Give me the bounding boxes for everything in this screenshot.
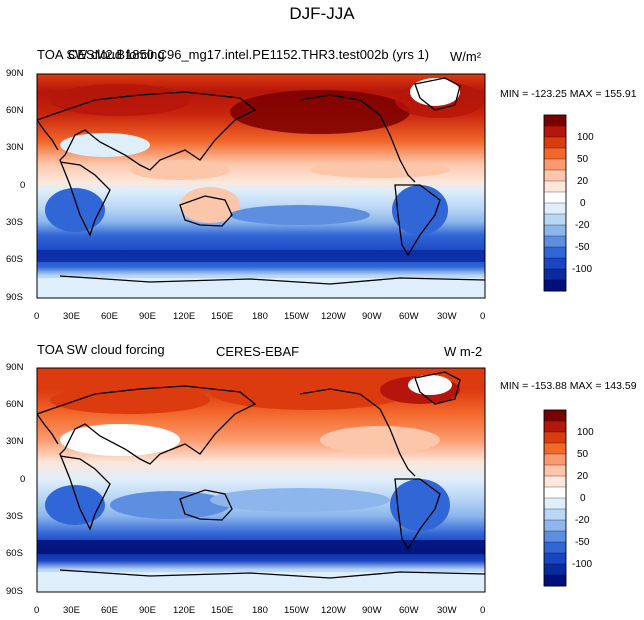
colorbar-swatch bbox=[543, 464, 567, 477]
p1-lat-60s: 60S bbox=[6, 254, 23, 265]
colorbar-swatch bbox=[543, 519, 567, 532]
p2-cb-label-n50: -50 bbox=[575, 537, 590, 548]
p1-cb-label-0: 0 bbox=[580, 198, 586, 209]
p1-lat-60n: 60N bbox=[6, 105, 24, 116]
p2-lat-30n: 30N bbox=[6, 436, 24, 447]
figure-title: DJF-JJA bbox=[289, 4, 355, 23]
colorbar-swatch bbox=[543, 431, 567, 444]
p2-lon-150w: 150W bbox=[284, 605, 309, 616]
panel1-units: W/m² bbox=[450, 49, 482, 64]
colorbar-swatch bbox=[543, 475, 567, 488]
p1-lon-90w: 90W bbox=[362, 311, 382, 322]
p2-lon-0-end: 0 bbox=[480, 605, 486, 616]
p2-lat-60s: 60S bbox=[6, 548, 23, 559]
p1-lon-120e: 120E bbox=[173, 311, 196, 322]
p1-cb-label-n50: -50 bbox=[575, 242, 590, 253]
p2-lon-120w: 120W bbox=[321, 605, 346, 616]
colorbar-swatch bbox=[543, 530, 567, 543]
panel1-colorbar-swatches bbox=[543, 114, 567, 292]
panel2-min-max: MIN = -153.88 MAX = 143.59 bbox=[500, 380, 637, 392]
panel1-min-max: MIN = -123.25 MAX = 155.91 bbox=[500, 88, 637, 100]
p2-lat-90s: 90S bbox=[6, 586, 23, 597]
p1-lat-90n: 90N bbox=[6, 68, 24, 79]
panel1-center-title: CESM2.B1850.C96_mg17.intel.PE1152.THR3.t… bbox=[68, 47, 430, 62]
p2-lat-30s: 30S bbox=[6, 511, 23, 522]
p2-lon-60w: 60W bbox=[399, 605, 419, 616]
p2-lat-eq: 0 bbox=[20, 474, 26, 485]
panel2-colorbar bbox=[543, 409, 567, 587]
panel2-center-title: CERES-EBAF bbox=[216, 344, 300, 359]
panel2-field bbox=[37, 368, 485, 592]
panel1-coastlines bbox=[37, 77, 485, 285]
p2-cb-label-20: 20 bbox=[577, 471, 589, 482]
p2-cb-label-100: 100 bbox=[577, 427, 594, 438]
p2-cb-label-n100: -100 bbox=[572, 559, 593, 570]
panel2-left-title: TOA SW cloud forcing bbox=[37, 342, 165, 357]
p1-lon-0: 0 bbox=[34, 311, 40, 322]
p1-lon-60e: 60E bbox=[101, 311, 118, 322]
p2-lon-30w: 30W bbox=[437, 605, 457, 616]
p2-lon-0: 0 bbox=[34, 605, 40, 616]
p1-lon-180: 180 bbox=[252, 311, 268, 322]
p2-lon-90w: 90W bbox=[362, 605, 382, 616]
p1-lon-120w: 120W bbox=[321, 311, 346, 322]
colorbar-swatch bbox=[543, 563, 567, 576]
p2-lon-60e: 60E bbox=[101, 605, 118, 616]
p2-cb-label-50: 50 bbox=[577, 449, 589, 460]
p1-lon-150w: 150W bbox=[284, 311, 309, 322]
p1-cb-label-n20: -20 bbox=[575, 220, 590, 231]
p1-lon-0-end: 0 bbox=[480, 311, 486, 322]
colorbar-swatch bbox=[543, 486, 567, 499]
p1-lon-90e: 90E bbox=[139, 311, 156, 322]
p2-lon-180: 180 bbox=[252, 605, 268, 616]
colorbar-swatch bbox=[543, 497, 567, 510]
p2-cb-label-n20: -20 bbox=[575, 515, 590, 526]
p1-cb-label-100: 100 bbox=[577, 132, 594, 143]
p1-lon-150e: 150E bbox=[211, 311, 234, 322]
colorbar-swatch bbox=[543, 508, 567, 521]
colorbar-swatch bbox=[543, 409, 567, 422]
colorbar-swatch bbox=[543, 442, 567, 455]
colorbar-swatch bbox=[543, 541, 567, 554]
panel2-coastlines bbox=[37, 371, 485, 579]
colorbar-swatch bbox=[543, 552, 567, 565]
panel1-field bbox=[37, 74, 485, 298]
panel2-units: W m-2 bbox=[444, 344, 483, 359]
colorbar-swatch bbox=[543, 453, 567, 466]
colorbar-swatch bbox=[543, 574, 567, 587]
p1-cb-label-n100: -100 bbox=[572, 264, 593, 275]
panel1-colorbar bbox=[543, 114, 567, 292]
p2-cb-label-0: 0 bbox=[580, 493, 586, 504]
p2-lon-90e: 90E bbox=[139, 605, 156, 616]
p1-lon-30e: 30E bbox=[63, 311, 80, 322]
p1-lat-30n: 30N bbox=[6, 142, 24, 153]
p1-lon-60w: 60W bbox=[399, 311, 419, 322]
p1-lat-90s: 90S bbox=[6, 292, 23, 303]
p1-cb-label-50: 50 bbox=[577, 154, 589, 165]
p2-lon-150e: 150E bbox=[211, 605, 234, 616]
p2-lat-60n: 60N bbox=[6, 399, 24, 410]
p1-cb-label-20: 20 bbox=[577, 176, 589, 187]
p1-lat-eq: 0 bbox=[20, 180, 26, 191]
panel1-left-title: TOA SW cloud forcing bbox=[37, 47, 165, 62]
p2-lat-90n: 90N bbox=[6, 362, 24, 373]
colorbar-swatch bbox=[543, 420, 567, 433]
p1-lon-30w: 30W bbox=[437, 311, 457, 322]
p2-lon-120e: 120E bbox=[173, 605, 196, 616]
panel2-colorbar-swatches bbox=[543, 409, 567, 587]
p1-lat-30s: 30S bbox=[6, 217, 23, 228]
p2-lon-30e: 30E bbox=[63, 605, 80, 616]
